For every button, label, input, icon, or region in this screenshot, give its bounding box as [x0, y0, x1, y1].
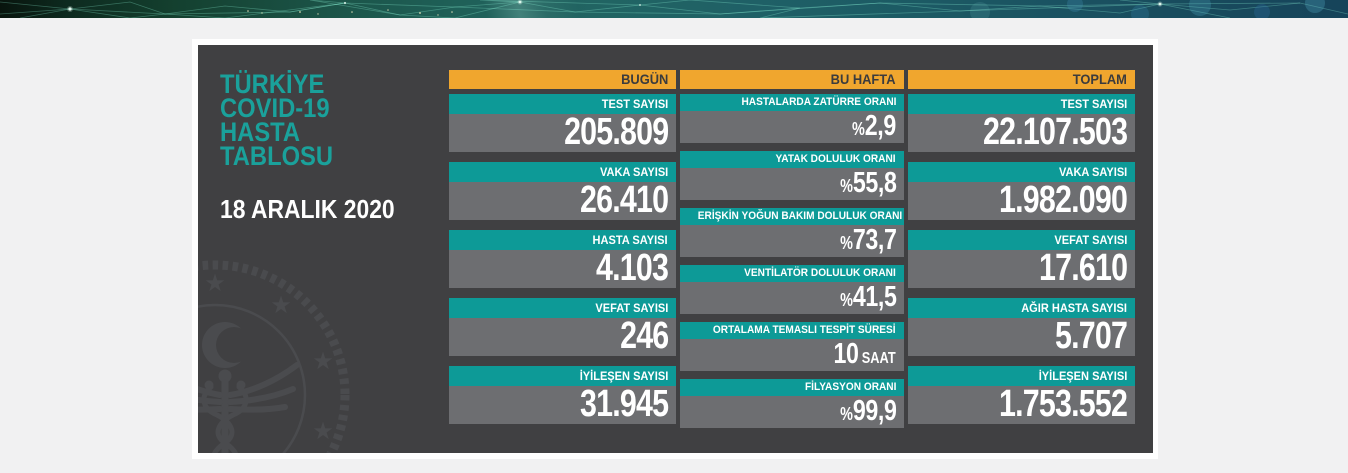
stat-row: ORTALAMA TEMASLI TESPİT SÜRESİ 10 SAAT — [680, 322, 904, 371]
stat-label: VEFAT SAYISI — [908, 230, 1135, 250]
stat-row: ERİŞKİN YOĞUN BAKIM DOLULUK ORANI %73,7 — [680, 208, 904, 257]
page-title-line: TÜRKİYE — [220, 69, 325, 99]
column-bugun: BUGÜN TEST SAYISI 205.809 VAKA SAYISI 26… — [449, 70, 676, 434]
stat-label: VAKA SAYISI — [908, 162, 1135, 182]
stat-label: VEFAT SAYISI — [449, 298, 676, 318]
stat-value: %99,9 — [680, 396, 904, 428]
stat-label: TEST SAYISI — [908, 94, 1135, 114]
stat-value: 1.753.552 — [908, 385, 1135, 424]
stat-label: ORTALAMA TEMASLI TESPİT SÜRESİ — [680, 322, 904, 339]
stat-row: TEST SAYISI 22.107.503 — [908, 94, 1135, 152]
stat-label: VAKA SAYISI — [449, 162, 676, 182]
stat-value: %2,9 — [680, 111, 904, 143]
svg-text:★: ★ — [270, 291, 292, 319]
report-date: 18 ARALIK 2020 — [220, 194, 395, 224]
stat-label: HASTALARDA ZATÜRRE ORANI — [680, 94, 904, 111]
stat-row: VENTİLATÖR DOLULUK ORANI %41,5 — [680, 265, 904, 314]
stat-label: HASTA SAYISI — [449, 230, 676, 250]
page-title-line: HASTA — [220, 117, 301, 147]
stat-label: İYİLEŞEN SAYISI — [908, 366, 1135, 386]
stat-row: HASTA SAYISI 4.103 — [449, 230, 676, 288]
stat-row: HASTALARDA ZATÜRRE ORANI %2,9 — [680, 94, 904, 143]
page-title-line: COVID-19 — [220, 93, 330, 123]
stat-value: %55,8 — [680, 168, 904, 200]
stat-value: 26.410 — [449, 181, 676, 220]
ministry-of-health-emblem-icon: ★★ ★★ ★★ ★★ ★★ — [198, 260, 350, 453]
stat-value: 205.809 — [449, 113, 676, 152]
stat-label: İYİLEŞEN SAYISI — [449, 366, 676, 386]
stat-value: 1.982.090 — [908, 181, 1135, 220]
stat-row: AĞIR HASTA SAYISI 5.707 — [908, 298, 1135, 356]
column-header-bu-hafta: BU HAFTA — [680, 70, 904, 89]
stat-label: AĞIR HASTA SAYISI — [908, 298, 1135, 318]
stat-row: YATAK DOLULUK ORANI %55,8 — [680, 151, 904, 200]
stat-value: 4.103 — [449, 249, 676, 288]
stat-row: VEFAT SAYISI 17.610 — [908, 230, 1135, 288]
stat-label: TEST SAYISI — [449, 94, 676, 114]
page-title-line: TABLOSU — [220, 141, 334, 171]
site-header-banner — [0, 0, 1348, 18]
stat-value: 5.707 — [908, 317, 1135, 356]
stat-label: FİLYASYON ORANI — [680, 379, 904, 396]
stat-value: %73,7 — [680, 225, 904, 257]
stat-value: 10 SAAT — [680, 339, 904, 371]
stat-row: VAKA SAYISI 1.982.090 — [908, 162, 1135, 220]
stat-label: YATAK DOLULUK ORANI — [680, 151, 904, 168]
stat-label: VENTİLATÖR DOLULUK ORANI — [680, 265, 904, 282]
stat-row: İYİLEŞEN SAYISI 1.753.552 — [908, 366, 1135, 424]
stat-row: FİLYASYON ORANI %99,9 — [680, 379, 904, 428]
svg-text:★: ★ — [204, 269, 226, 297]
stat-value: 22.107.503 — [908, 113, 1135, 152]
column-header-toplam: TOPLAM — [908, 70, 1135, 89]
stat-row: VAKA SAYISI 26.410 — [449, 162, 676, 220]
stat-row: TEST SAYISI 205.809 — [449, 94, 676, 152]
dashboard-intro: TÜRKİYE COVID-19 HASTA TABLOSU 18 ARALIK… — [220, 69, 440, 225]
network-constellation-icon — [0, 0, 1348, 18]
stat-row: İYİLEŞEN SAYISI 31.945 — [449, 366, 676, 424]
svg-text:★: ★ — [312, 347, 334, 375]
stat-label: ERİŞKİN YOĞUN BAKIM DOLULUK ORANI — [680, 208, 904, 225]
stat-row: VEFAT SAYISI 246 — [449, 298, 676, 356]
svg-text:★: ★ — [312, 417, 334, 445]
stat-value: 246 — [449, 317, 676, 356]
stat-value: %41,5 — [680, 282, 904, 314]
covid-dashboard-panel: ★★ ★★ ★★ ★★ ★★ — [198, 45, 1153, 453]
stat-value: 31.945 — [449, 385, 676, 424]
stat-value: 17.610 — [908, 249, 1135, 288]
column-toplam: TOPLAM TEST SAYISI 22.107.503 VAKA SAYIS… — [908, 70, 1135, 434]
column-bu-hafta: BU HAFTA HASTALARDA ZATÜRRE ORANI %2,9 Y… — [680, 70, 904, 436]
column-header-bugun: BUGÜN — [449, 70, 676, 89]
